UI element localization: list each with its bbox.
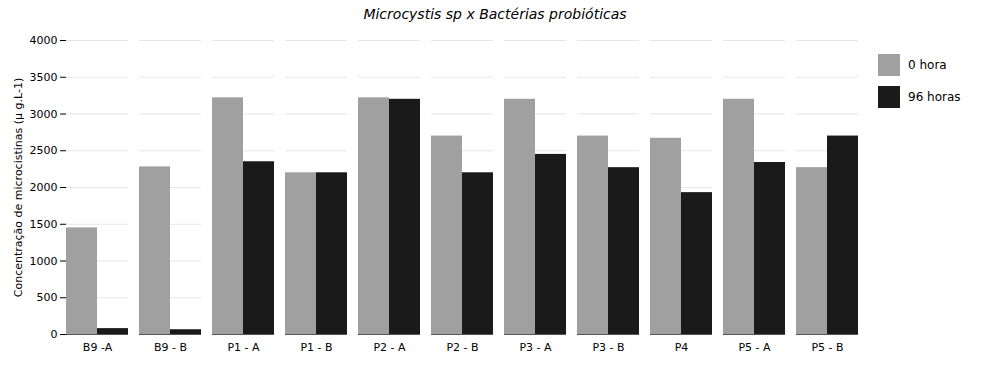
svg-text:P1 - B: P1 - B: [300, 341, 332, 354]
html-text:96 horas: 96 horas: [908, 90, 961, 104]
svg-text:P4: P4: [675, 341, 689, 354]
svg-text:2000: 2000: [30, 181, 58, 194]
svg-text:4000: 4000: [30, 34, 58, 47]
svg-text:3500: 3500: [30, 71, 58, 84]
svg-text:P1 - A: P1 - A: [227, 341, 260, 354]
svg-text:P5 - A: P5 - A: [738, 341, 771, 354]
svg-text:P3 - B: P3 - B: [592, 341, 624, 354]
svg-text:Concentração de microcistinas: Concentração de microcistinas (μ g.L-1): [12, 78, 25, 297]
svg-text:B9 -A: B9 -A: [83, 341, 113, 354]
svg-text:500: 500: [37, 291, 58, 304]
svg-text:B9 - B: B9 - B: [154, 341, 187, 354]
html-text:Microcystis sp x Bactérias pro: Microcystis sp x Bactérias probióticas: [363, 6, 627, 22]
svg-text:P2 - A: P2 - A: [373, 341, 406, 354]
svg-text:1500: 1500: [30, 218, 58, 231]
svg-text:P3 - A: P3 - A: [519, 341, 552, 354]
svg-text:3000: 3000: [30, 108, 58, 121]
svg-text:1000: 1000: [30, 255, 58, 268]
svg-text:P2 - B: P2 - B: [446, 341, 478, 354]
svg-text:0: 0: [51, 328, 58, 341]
svg-text:P5 - B: P5 - B: [811, 341, 843, 354]
html-text:0 hora: 0 hora: [908, 58, 947, 72]
svg-text:2500: 2500: [30, 144, 58, 157]
